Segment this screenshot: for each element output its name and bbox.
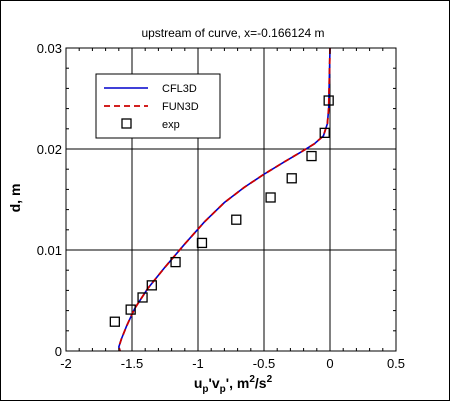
legend-exp-marker — [121, 118, 132, 129]
y-tick-label: 0.03 — [37, 41, 62, 56]
y-axis-label: d, m — [7, 184, 23, 213]
exp-point — [319, 127, 330, 138]
exp-point — [109, 316, 120, 327]
exp-point — [286, 173, 297, 184]
exp-point — [137, 292, 148, 303]
exp-point — [265, 192, 276, 203]
x-axis-label-tail: ', m — [226, 375, 250, 391]
x-axis-label-unit-sup: 2 — [249, 374, 255, 385]
y-tick-labels: 0 0.01 0.02 0.03 — [37, 41, 62, 359]
x-tick-labels: -2 -1.5 -1 -0.5 0 0.5 — [60, 356, 405, 371]
exp-point — [231, 214, 242, 225]
exp-point — [323, 95, 334, 106]
axis-ticks — [65, 47, 397, 352]
x-axis-label-base: u — [194, 375, 203, 391]
exp-point — [146, 280, 157, 291]
exp-markers — [109, 95, 334, 327]
x-tick-label: -1.5 — [121, 356, 143, 371]
chart-title: upstream of curve, x=-0.166124 m — [141, 26, 324, 40]
legend: CFL3D FUN3D exp — [95, 73, 221, 139]
exp-point — [306, 150, 317, 162]
exp-point — [170, 256, 181, 268]
legend-cfl3d-label: CFL3D — [162, 83, 197, 95]
plot-area-border — [65, 47, 397, 352]
x-axis-label: up'vp', m2/s2 — [194, 374, 273, 395]
x-tick-label: -2 — [60, 356, 72, 371]
x-axis-label-unit-sup2: 2 — [267, 374, 273, 385]
x-axis-label-unit-mid: /s — [255, 375, 267, 391]
exp-point — [196, 237, 208, 249]
legend-fun3d-label: FUN3D — [162, 101, 199, 113]
y-tick-label: 0.02 — [37, 142, 62, 157]
x-tick-label: -0.5 — [253, 356, 275, 371]
x-tick-label: -1 — [192, 356, 204, 371]
y-tick-label: 0.01 — [37, 243, 62, 258]
fun3d-line — [117, 47, 331, 352]
x-axis-label-mid: 'v — [209, 375, 220, 391]
x-axis-label-sub1: p — [202, 384, 208, 395]
x-tick-label: 0.5 — [387, 356, 405, 371]
y-tick-label: 0 — [55, 344, 62, 359]
exp-point — [125, 304, 136, 315]
x-tick-label: 0 — [326, 356, 333, 371]
legend-exp-label: exp — [162, 119, 180, 131]
series-lines — [117, 47, 331, 352]
x-axis-label-sub2: p — [220, 384, 226, 395]
